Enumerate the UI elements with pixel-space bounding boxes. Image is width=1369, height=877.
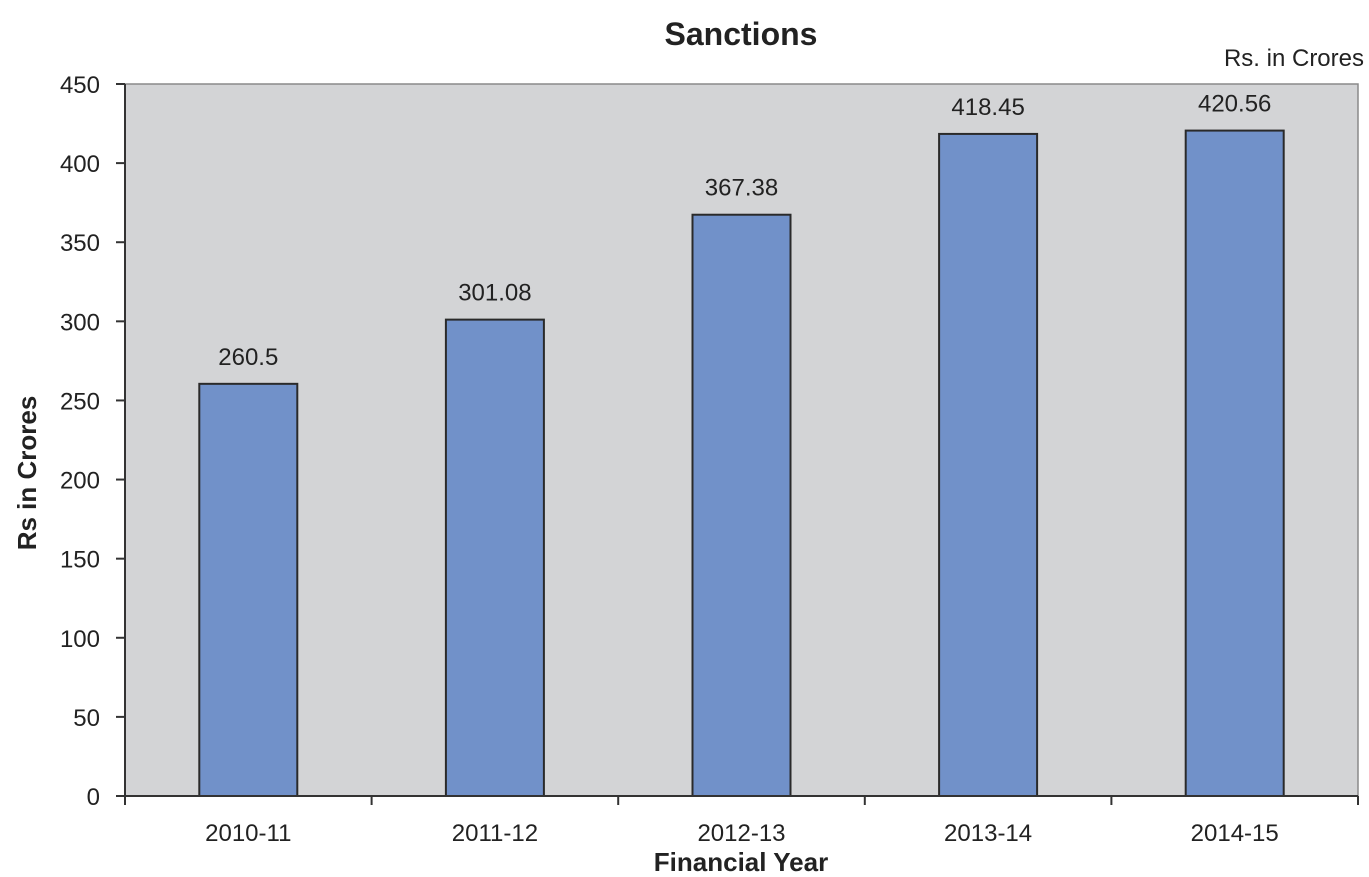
axes-group [116,83,1359,805]
x-axis-title: Financial Year [654,847,828,877]
chart-title: Sanctions [665,16,818,52]
bar-2011-12 [444,318,545,797]
data-label-2011-12: 301.08 [458,280,531,307]
bar-2010-11 [198,382,299,797]
x-tick-labels: 2010-11 2011-12 2012-13 2013-14 2014-15 [205,820,1279,847]
y-tick-labels: 0 50 100 150 200 250 300 350 400 450 [60,72,100,811]
data-label-2014-15: 420.56 [1198,91,1271,118]
x-tick-label-2013-14: 2013-14 [944,820,1032,847]
unit-note: Rs. in Crores [1224,45,1364,72]
y-tick-label-350: 350 [60,230,100,257]
y-tick-label-300: 300 [60,309,100,336]
data-label-2010-11: 260.5 [218,344,278,371]
y-tick-label-400: 400 [60,151,100,178]
bar-2013-14 [938,132,1039,797]
data-labels-group: 260.5 301.08 367.38 418.45 420.56 [218,91,1271,371]
y-tick-label-150: 150 [60,547,100,574]
x-tick-label-2011-12: 2011-12 [452,820,538,847]
x-tick-label-2014-15: 2014-15 [1191,820,1279,847]
data-label-2012-13: 367.38 [705,175,778,202]
y-tick-label-450: 450 [60,72,100,99]
data-label-2013-14: 418.45 [951,94,1024,121]
y-axis-title: Rs in Crores [12,396,42,551]
bars-group [198,129,1285,797]
y-tick-label-250: 250 [60,388,100,415]
y-tick-label-0: 0 [87,784,100,811]
x-tick-label-2012-13: 2012-13 [697,820,785,847]
x-tick-label-2010-11: 2010-11 [205,820,291,847]
bar-2012-13 [691,213,792,797]
bar-2014-15 [1184,129,1285,797]
y-tick-label-200: 200 [60,468,100,495]
y-tick-label-50: 50 [73,705,100,732]
y-tick-label-100: 100 [60,626,100,653]
